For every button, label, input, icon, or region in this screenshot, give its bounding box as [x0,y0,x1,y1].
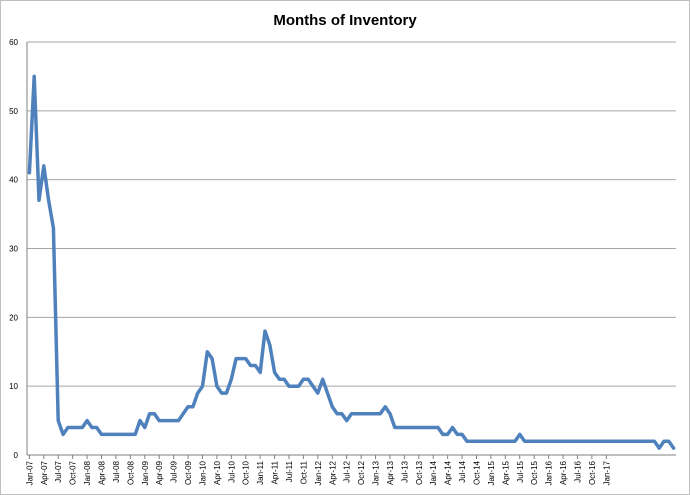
x-tick-label: Oct-09 [184,460,193,485]
chart-title: Months of Inventory [273,12,417,29]
x-tick-label: Apr-13 [386,460,395,485]
x-tick-label: Jul-08 [112,460,121,482]
x-tick-label: Apr-07 [40,460,49,485]
x-tick-label: Jan-07 [25,460,34,485]
x-tick-labels: Jan-07 Apr-07 Jul-07 Oct-07 Jan-08 Apr-08 Jul-… [25,455,611,485]
x-tick-label: Jul-11 [285,460,294,482]
y-tick-labels: 0 10 20 30 40 50 60 [9,38,18,460]
x-tick-label: Apr-14 [444,460,453,485]
x-tick-label: Apr-11 [271,460,280,484]
x-tick-label: Apr-16 [559,460,568,485]
x-tick-label: Jan-17 [602,460,611,485]
x-tick-label: Oct-12 [357,460,366,485]
x-tick-label: Jan-14 [429,460,438,485]
x-tick-label: Jul-13 [400,460,409,482]
x-tick-label: Apr-08 [98,460,107,485]
y-tick-label: 60 [9,38,18,47]
gridlines [26,41,676,456]
x-tick-label: Jul-16 [573,460,582,482]
x-tick-label: Oct-13 [415,460,424,485]
x-tick-label: Jan-11 [256,460,265,484]
x-tick-label: Oct-11 [299,460,308,484]
x-tick-label: Jul-10 [227,460,236,482]
x-tick-label: Jul-12 [343,460,352,482]
x-tick-label: Jul-15 [516,460,525,482]
x-tick-label: Oct-14 [472,460,481,485]
x-tick-label: Apr-10 [213,460,222,485]
series-layer [27,74,676,450]
x-tick-label: Jan-13 [372,460,381,485]
x-tick-label: Jan-10 [198,460,207,485]
x-tick-label: Oct-08 [126,460,135,485]
x-tick-label: Apr-15 [501,460,510,485]
x-tick-label: Jan-12 [314,460,323,485]
x-tick-label: Jan-09 [141,460,150,485]
y-tick-label: 40 [9,176,18,185]
x-tick-label: Oct-10 [242,460,251,485]
x-tick-label: Apr-09 [155,460,164,485]
y-tick-label: 10 [9,382,18,391]
x-tick-label: Jul-07 [54,460,63,482]
x-tick-label: Jan-16 [545,460,554,485]
y-tick-label: 50 [9,107,18,116]
y-tick-label: 0 [14,451,19,460]
x-tick-label: Oct-07 [69,460,78,485]
x-tick-label: Oct-15 [530,460,539,485]
series-line [27,74,676,450]
x-tick-label: Jan-08 [83,460,92,485]
x-tick-label: Jul-09 [170,460,179,482]
x-tick-label: Jan-15 [487,460,496,485]
x-tick-label: Apr-12 [328,460,337,485]
x-tick-label: Jul-14 [458,460,467,482]
y-tick-label: 20 [9,313,18,322]
y-tick-label: 30 [9,245,18,254]
x-tick-label: Oct-16 [588,460,597,485]
